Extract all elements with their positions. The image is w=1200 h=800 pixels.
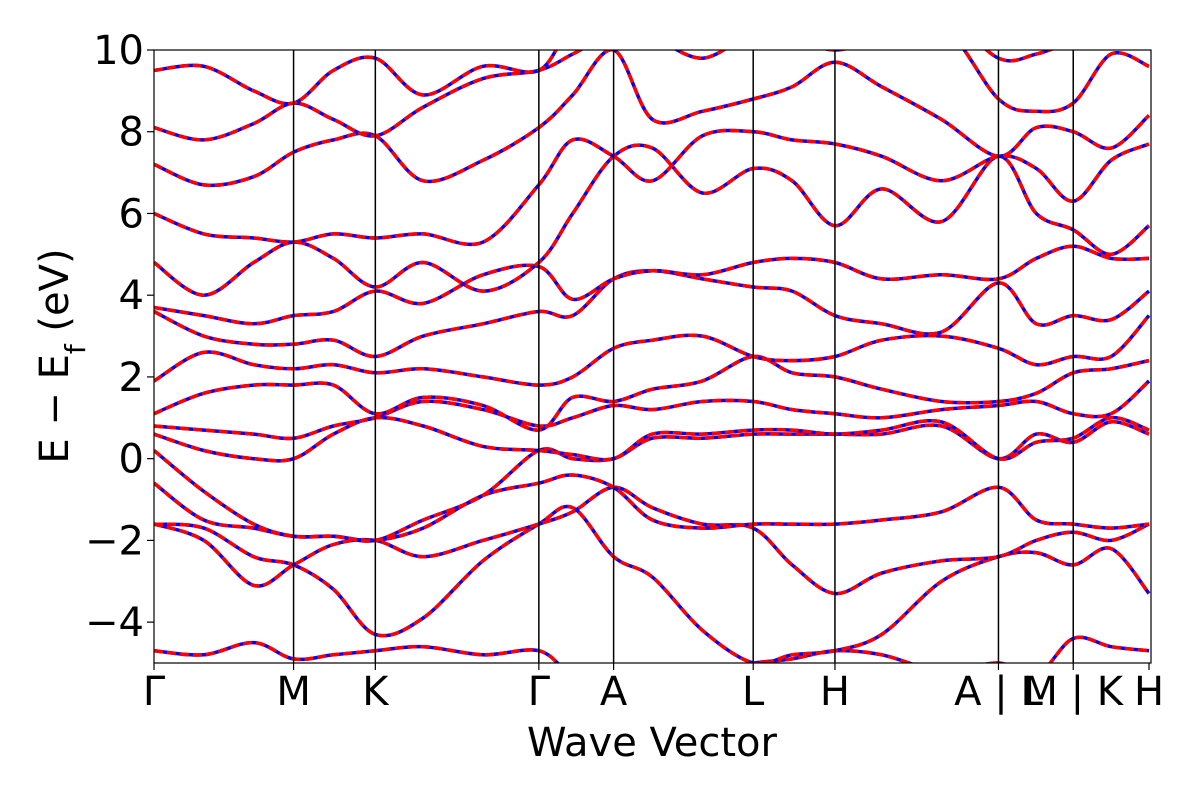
y-tick-label: 0 (119, 437, 144, 483)
plot-frame (153, 49, 1152, 664)
y-axis-label-sub: f (59, 343, 92, 354)
bands-layer (154, 50, 1151, 663)
y-tick-label: −2 (85, 518, 144, 564)
band-0-red (154, 635, 1150, 663)
y-axis-label: E − Ef (eV) (32, 248, 92, 463)
x-tick-label: A | L (954, 669, 1043, 715)
y-tick-label: 10 (93, 28, 144, 74)
band-10-blue (154, 244, 1150, 326)
y-tick-label: 4 (119, 273, 144, 319)
x-axis-label: Wave Vector (527, 720, 778, 766)
y-axis-label-main: E − E (32, 354, 78, 464)
x-tick-label: M | K (1023, 669, 1124, 715)
band-10-red (154, 244, 1150, 326)
y-tick-label: 6 (119, 191, 144, 237)
x-tick-label: H (820, 669, 850, 715)
x-tick-label: Γ (528, 669, 551, 715)
x-tick-label: L (742, 669, 765, 715)
x-tick-label: H (1134, 669, 1164, 715)
x-tick-label: A (600, 669, 628, 715)
band-14-blue (154, 50, 1150, 142)
band-2-red (154, 485, 1150, 596)
band-11-red (154, 143, 1151, 297)
x-tick-label: M (276, 669, 311, 715)
band-11-blue (154, 143, 1151, 297)
y-tick-label: 8 (119, 110, 144, 156)
band-15-red (154, 50, 1055, 106)
band-13-blue (154, 50, 1151, 188)
band-13-red (154, 50, 1151, 188)
band-7-red (154, 354, 1150, 432)
band-8-red (154, 314, 1151, 387)
y-axis-ticks: −4 −2 0 2 4 6 8 10 (85, 28, 154, 646)
y-tick-label: 2 (119, 355, 144, 401)
band-5-red (154, 415, 1150, 463)
band-14-red (154, 50, 1150, 142)
x-tick-label: K (362, 669, 390, 715)
kpoint-lines (292, 50, 1074, 663)
band-4-red (154, 420, 1150, 543)
band-1-blue (154, 504, 1151, 663)
band-4-blue (154, 420, 1150, 543)
y-axis-label-unit: (eV) (32, 248, 78, 344)
band-6-red (154, 379, 1151, 441)
y-tick-label: −4 (85, 600, 144, 646)
x-tick-label: Γ (143, 669, 166, 715)
band-1-red (154, 504, 1151, 663)
band-8-blue (154, 314, 1151, 387)
